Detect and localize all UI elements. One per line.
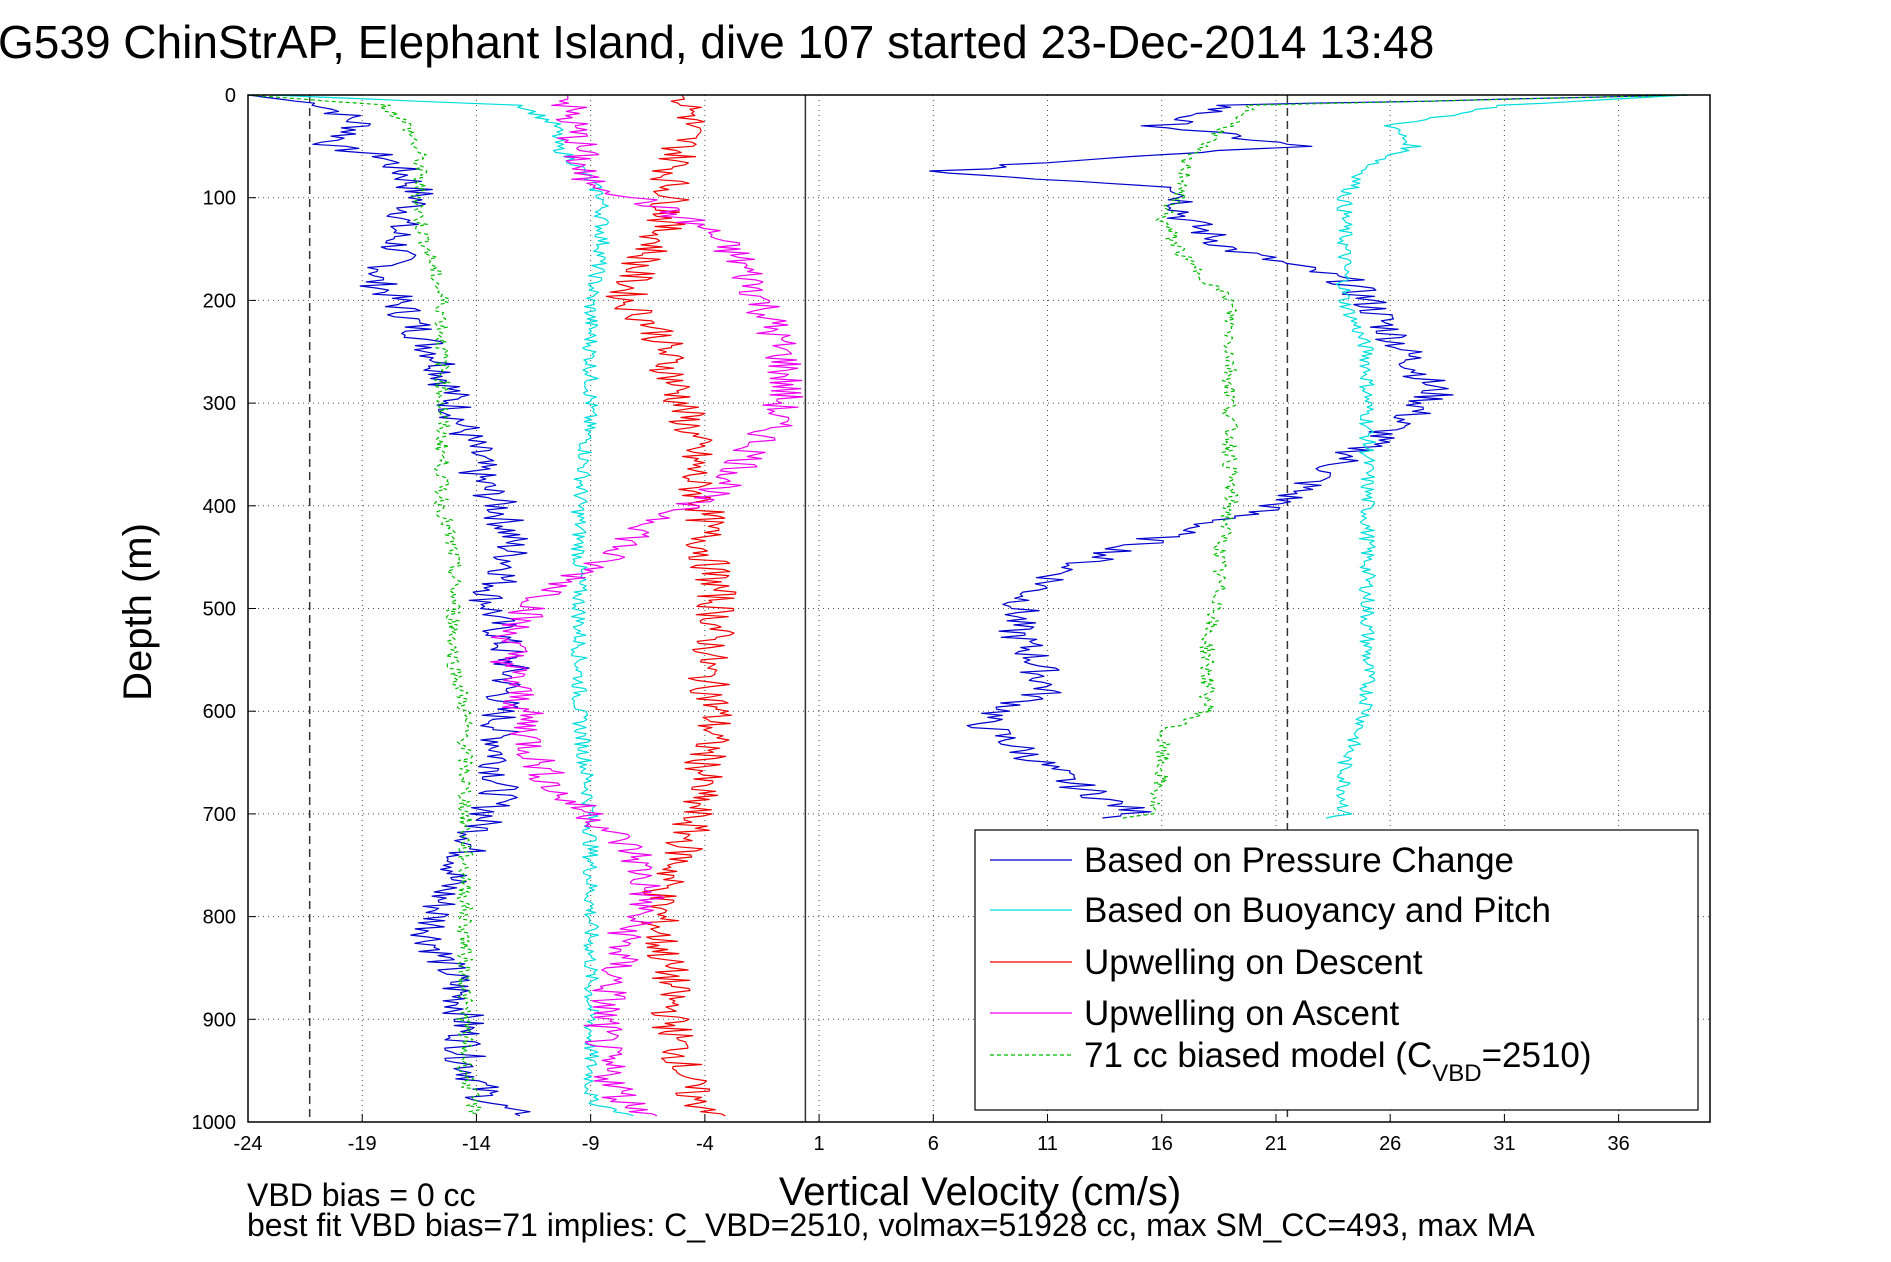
y-tick-label: 100 [203,188,236,210]
x-tick-label: 16 [1151,1133,1173,1155]
series-line-1 [270,94,634,1117]
y-tick-labels: 0 100 200 300 400 500 600 700 800 900 1000 [192,85,256,1134]
x-tick-label: 36 [1608,1133,1630,1155]
y-tick-label: 500 [203,599,236,621]
y-tick-label: 900 [203,1009,236,1031]
y-tick-label: 700 [203,804,236,826]
series-line-1 [1326,94,1688,819]
y-tick-label: 0 [225,85,236,107]
y-axis-label: Depth (m) [116,523,160,701]
x-tick-label: 1 [814,1133,825,1155]
y-tick-label: 800 [203,907,236,929]
footer-best-fit: best fit VBD bias=71 implies: C_VBD=2510… [247,1207,1535,1243]
y-tick-label: 1000 [192,1112,237,1134]
series-line-3 [489,95,804,1117]
plot-series [247,94,1688,1117]
legend: Based on Pressure Change Based on Buoyanc… [974,829,1699,1111]
x-tick-label: 6 [928,1133,939,1155]
chart-title: G539 ChinStrAP, Elephant Island, dive 10… [0,16,1434,68]
x-tick-label: 31 [1493,1133,1515,1155]
series-line-0 [247,94,531,1117]
series-line-0 [929,94,1688,819]
reference-lines [308,95,1289,1122]
y-tick-label: 600 [203,701,236,723]
x-tick-label: 11 [1037,1133,1058,1155]
legend-label: Based on Pressure Change [1084,841,1514,880]
legend-box [974,829,1699,1111]
y-tick-label: 300 [203,393,236,415]
series-line-2 [605,94,737,1117]
x-axis-label: Vertical Velocity (cm/s) [779,1170,1181,1214]
x-tick-label: 21 [1265,1133,1287,1155]
series-line-4 [1122,94,1688,819]
x-tick-label: -24 [234,1133,263,1155]
legend-label: Upwelling on Ascent [1084,994,1399,1033]
x-tick-label: 26 [1379,1133,1401,1155]
y-tick-label: 200 [203,290,236,312]
series-line-4 [247,94,482,1116]
x-tick-label: -9 [582,1133,600,1155]
y-tick-label: 400 [203,496,236,518]
legend-label: Upwelling on Descent [1084,943,1423,982]
footer-vbd-bias: VBD bias = 0 cc [247,1177,476,1213]
x-tick-label: -4 [696,1133,714,1155]
x-tick-label: -14 [462,1133,491,1155]
legend-label: Based on Buoyancy and Pitch [1084,891,1551,930]
x-tick-labels: -24 -19 -14 -9 -4 1 6 11 16 21 26 31 36 [234,1114,1630,1155]
x-tick-label: -19 [348,1133,377,1155]
legend-label: 71 cc biased model (CVBD=2510) [1084,1036,1592,1087]
